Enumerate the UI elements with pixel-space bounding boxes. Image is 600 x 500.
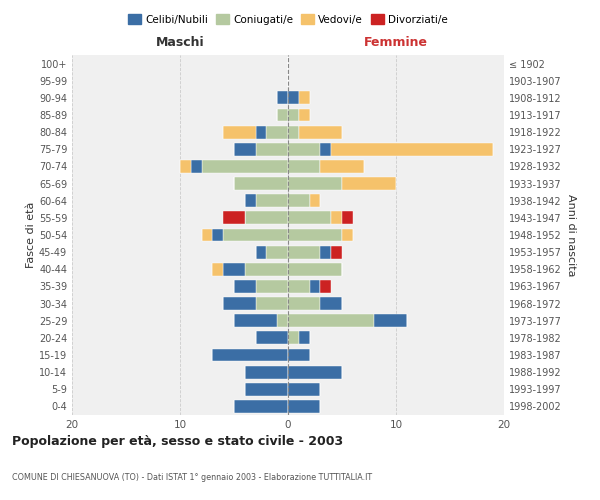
Bar [320,280,331,293]
Bar [212,348,288,362]
Bar [310,194,320,207]
Bar [320,297,342,310]
Bar [245,263,288,276]
Bar [202,228,212,241]
Bar [256,297,288,310]
Bar [342,177,396,190]
Bar [288,263,342,276]
Bar [256,194,288,207]
Bar [288,366,342,378]
Bar [288,143,320,156]
Y-axis label: Anni di nascita: Anni di nascita [566,194,575,276]
Bar [277,92,288,104]
Bar [256,246,266,258]
Bar [212,263,223,276]
Text: Popolazione per età, sesso e stato civile - 2003: Popolazione per età, sesso e stato civil… [12,435,343,448]
Bar [223,212,245,224]
Bar [277,314,288,327]
Bar [245,212,288,224]
Bar [310,280,320,293]
Y-axis label: Fasce di età: Fasce di età [26,202,36,268]
Bar [245,194,256,207]
Bar [288,297,320,310]
Bar [277,108,288,122]
Bar [288,160,320,173]
Bar [342,228,353,241]
Bar [299,332,310,344]
Text: Maschi: Maschi [155,36,205,50]
Bar [223,263,245,276]
Bar [288,246,320,258]
Bar [288,332,299,344]
Bar [256,126,266,138]
Bar [299,108,310,122]
Bar [288,348,310,362]
Bar [191,160,202,173]
Bar [288,383,320,396]
Bar [288,280,310,293]
Legend: Celibi/Nubili, Coniugati/e, Vedovi/e, Divorziati/e: Celibi/Nubili, Coniugati/e, Vedovi/e, Di… [124,10,452,29]
Bar [342,212,353,224]
Bar [288,400,320,413]
Bar [234,400,288,413]
Bar [234,314,277,327]
Bar [223,228,288,241]
Bar [256,143,288,156]
Bar [266,246,288,258]
Bar [266,126,288,138]
Bar [288,212,331,224]
Bar [212,228,223,241]
Bar [223,297,256,310]
Bar [288,177,342,190]
Bar [331,246,342,258]
Bar [331,143,493,156]
Bar [288,314,374,327]
Text: COMUNE DI CHIESANUOVA (TO) - Dati ISTAT 1° gennaio 2003 - Elaborazione TUTTITALI: COMUNE DI CHIESANUOVA (TO) - Dati ISTAT … [12,473,372,482]
Bar [223,126,256,138]
Text: Femmine: Femmine [364,36,428,50]
Bar [288,194,310,207]
Bar [256,280,288,293]
Bar [288,228,342,241]
Bar [245,366,288,378]
Bar [180,160,191,173]
Bar [234,280,256,293]
Bar [374,314,407,327]
Bar [320,160,364,173]
Bar [299,126,342,138]
Bar [320,143,331,156]
Bar [288,126,299,138]
Bar [288,108,299,122]
Bar [202,160,288,173]
Bar [256,332,288,344]
Bar [234,143,256,156]
Bar [331,212,342,224]
Bar [288,92,299,104]
Bar [320,246,331,258]
Bar [245,383,288,396]
Bar [234,177,288,190]
Bar [299,92,310,104]
